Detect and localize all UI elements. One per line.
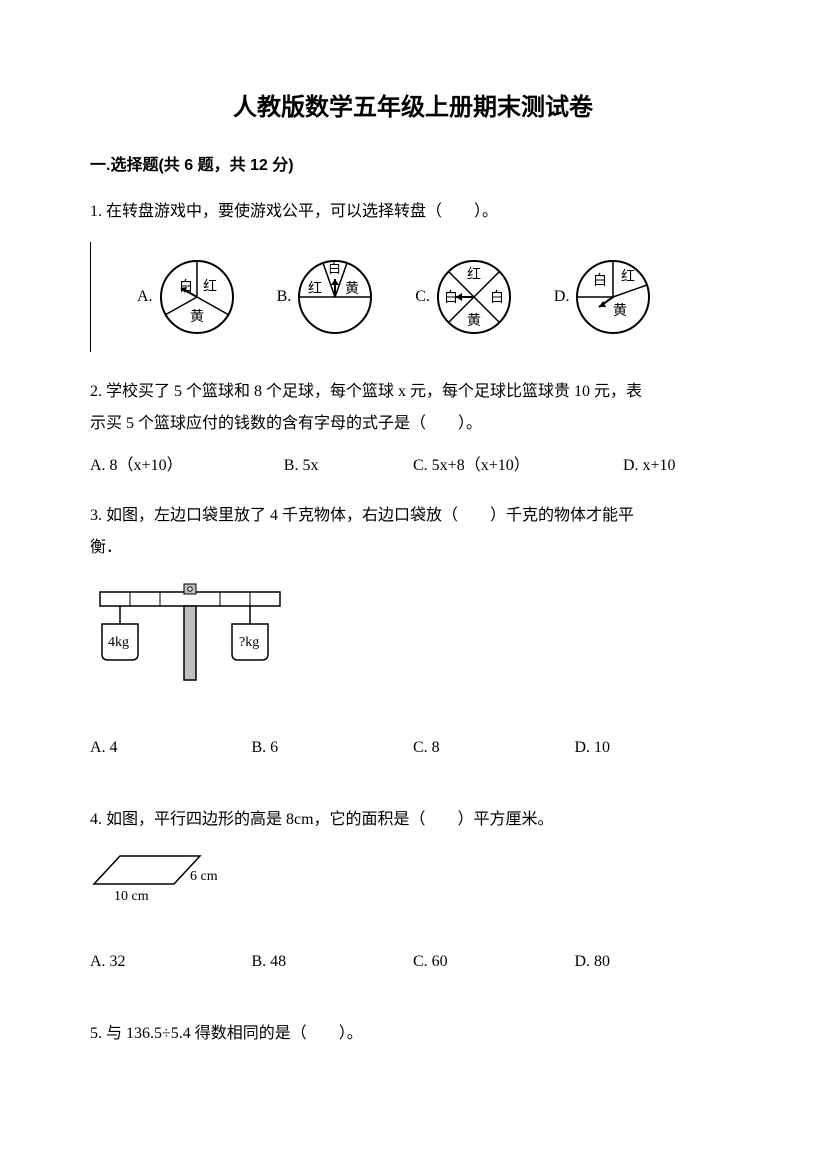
para-base-label: 10 cm <box>114 889 149 904</box>
section-header: 一.选择题(共 6 题，共 12 分) <box>90 154 736 178</box>
question-2: 2. 学校买了 5 个篮球和 8 个足球，每个篮球 x 元，每个足球比篮球贵 1… <box>90 376 736 482</box>
spinner-b-icon: 白 红 黄 <box>295 257 375 337</box>
q1-option-b: B. 白 红 黄 <box>277 257 376 337</box>
q3-opt-d: D. 10 <box>575 732 737 764</box>
q1-spinner-row: A. 白 红 黄 B. 白 红 <box>90 242 736 352</box>
para-side-label: 6 cm <box>190 869 218 884</box>
q1-option-c: C. 红 白 白 黄 <box>415 257 514 337</box>
divider <box>90 242 91 352</box>
svg-text:红: 红 <box>621 269 635 285</box>
balance-right-label: ?kg <box>239 635 259 650</box>
svg-text:白: 白 <box>444 290 458 306</box>
balance-icon: 4kg ?kg <box>90 574 300 694</box>
svg-text:黄: 黄 <box>190 308 204 325</box>
spinner-d-icon: 白 红 黄 <box>573 257 653 337</box>
question-1: 1. 在转盘游戏中，要使游戏公平，可以选择转盘（ ）。 A. 白 红 黄 B. <box>90 196 736 352</box>
q5-text: 5. 与 136.5÷5.4 得数相同的是（ ）。 <box>90 1018 736 1050</box>
q2-opt-a: A. 8（x+10） <box>90 450 284 482</box>
opt-label: D. <box>554 281 570 313</box>
opt-label: A. <box>137 281 153 313</box>
q4-opt-b: B. 48 <box>252 946 414 978</box>
q4-parallelogram-figure: 6 cm 10 cm <box>90 848 736 920</box>
q4-opt-a: A. 32 <box>90 946 252 978</box>
spinner-a-icon: 白 红 黄 <box>157 257 237 337</box>
question-4: 4. 如图，平行四边形的高是 8cm，它的面积是（ ）平方厘米。 6 cm 10… <box>90 804 736 978</box>
opt-label: C. <box>415 281 430 313</box>
q3-opt-b: B. 6 <box>252 732 414 764</box>
q4-options: A. 32 B. 48 C. 60 D. 80 <box>90 946 736 978</box>
q3-line1: 3. 如图，左边口袋里放了 4 千克物体，右边口袋放（ ）千克的物体才能平 <box>90 500 736 532</box>
q2-options: A. 8（x+10） B. 5x C. 5x+8（x+10） D. x+10 <box>90 450 736 482</box>
question-3: 3. 如图，左边口袋里放了 4 千克物体，右边口袋放（ ）千克的物体才能平 衡．… <box>90 500 736 764</box>
spinner-c-icon: 红 白 白 黄 <box>434 257 514 337</box>
q3-line2: 衡． <box>90 532 736 564</box>
q3-opt-a: A. 4 <box>90 732 252 764</box>
svg-text:白: 白 <box>593 273 607 289</box>
q1-text: 1. 在转盘游戏中，要使游戏公平，可以选择转盘（ ）。 <box>90 196 736 228</box>
opt-label: B. <box>277 281 292 313</box>
q2-opt-b: B. 5x <box>284 450 413 482</box>
svg-text:黄: 黄 <box>345 280 359 297</box>
q3-opt-c: C. 8 <box>413 732 575 764</box>
q3-balance-figure: 4kg ?kg <box>90 574 736 706</box>
svg-text:黄: 黄 <box>467 312 481 329</box>
parallelogram-icon: 6 cm 10 cm <box>90 848 250 908</box>
svg-text:白: 白 <box>328 261 341 276</box>
q1-option-d: D. 白 红 黄 <box>554 257 654 337</box>
svg-text:黄: 黄 <box>613 302 627 319</box>
page-title: 人教版数学五年级上册期末测试卷 <box>90 90 736 126</box>
balance-left-label: 4kg <box>108 635 129 650</box>
q2-line1: 2. 学校买了 5 个篮球和 8 个足球，每个篮球 x 元，每个足球比篮球贵 1… <box>90 376 736 408</box>
question-5: 5. 与 136.5÷5.4 得数相同的是（ ）。 <box>90 1018 736 1050</box>
svg-text:红: 红 <box>203 279 217 295</box>
q4-opt-d: D. 80 <box>575 946 737 978</box>
q4-text: 4. 如图，平行四边形的高是 8cm，它的面积是（ ）平方厘米。 <box>90 804 736 836</box>
q3-options: A. 4 B. 6 C. 8 D. 10 <box>90 732 736 764</box>
svg-text:红: 红 <box>308 281 322 297</box>
q2-opt-c: C. 5x+8（x+10） <box>413 450 623 482</box>
svg-text:红: 红 <box>467 267 481 283</box>
q1-option-a: A. 白 红 黄 <box>137 257 237 337</box>
q2-line2: 示买 5 个篮球应付的钱数的含有字母的式子是（ ）。 <box>90 408 736 440</box>
q2-opt-d: D. x+10 <box>623 450 736 482</box>
q4-opt-c: C. 60 <box>413 946 575 978</box>
svg-text:白: 白 <box>490 290 504 306</box>
